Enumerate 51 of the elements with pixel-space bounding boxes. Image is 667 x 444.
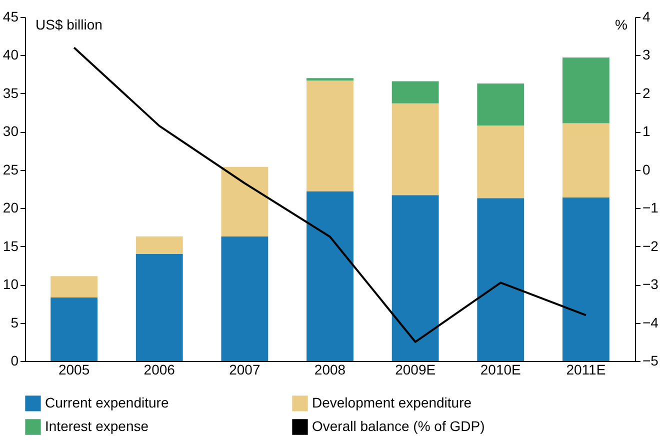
x-tick-label: 2005	[58, 362, 90, 378]
y-axis-title: US$ billion	[36, 16, 102, 32]
y2-axis-title: %	[615, 16, 628, 32]
legend-label: Current expenditure	[45, 394, 169, 410]
bar	[392, 81, 439, 104]
y2-tick-label: 4	[642, 8, 650, 24]
bar	[306, 80, 354, 192]
line-series	[73, 46, 587, 343]
y-tick-label: 40	[2, 46, 19, 63]
bar	[392, 103, 439, 196]
bar	[221, 236, 268, 361]
legend-label: Overall balance (% of GDP)	[312, 418, 485, 434]
y-tick-label: 0	[10, 352, 19, 368]
y-tick-label: 45	[2, 8, 19, 24]
y2-tick-label: −3	[642, 276, 659, 292]
x-tick-label: 2008	[314, 362, 346, 378]
bar	[392, 195, 439, 361]
x-tick-label: 2011E	[566, 362, 606, 378]
y2-tick-label: 2	[642, 84, 650, 101]
y-tick-label: 10	[2, 276, 19, 292]
bar	[477, 126, 524, 198]
bar	[136, 236, 183, 254]
y-tick-label: 30	[2, 123, 19, 140]
y2-tick-label: 3	[642, 46, 650, 63]
y-tick-label: 20	[2, 200, 19, 216]
bar	[477, 198, 524, 361]
y2-tick-label: −5	[642, 352, 659, 368]
x-tick-label: 2006	[144, 362, 176, 378]
y-tick-label: 5	[10, 314, 19, 330]
bar	[221, 166, 268, 236]
bar	[50, 276, 98, 298]
bar	[306, 191, 354, 361]
y2-tick-label: 1	[642, 123, 650, 140]
bar	[477, 84, 524, 126]
x-tick-label: 2010E	[480, 362, 521, 378]
y2-tick-label: 0	[642, 161, 650, 178]
y2-tick-label: −1	[642, 200, 659, 216]
x-tick-label: 2007	[229, 362, 260, 378]
bar	[562, 58, 610, 124]
y2-tick-label: −2	[642, 238, 659, 254]
y-tick-label: 35	[2, 84, 19, 101]
bar	[136, 254, 183, 361]
y-tick-label: 25	[2, 161, 19, 178]
x-tick-label: 2009E	[395, 362, 436, 378]
legend-label: Development expenditure	[312, 394, 472, 410]
bar	[50, 298, 98, 361]
legend-label: Interest expense	[45, 418, 149, 434]
bar	[562, 123, 610, 198]
y2-tick-label: −4	[642, 314, 659, 330]
y-tick-label: 15	[2, 238, 19, 254]
bar	[562, 197, 610, 361]
